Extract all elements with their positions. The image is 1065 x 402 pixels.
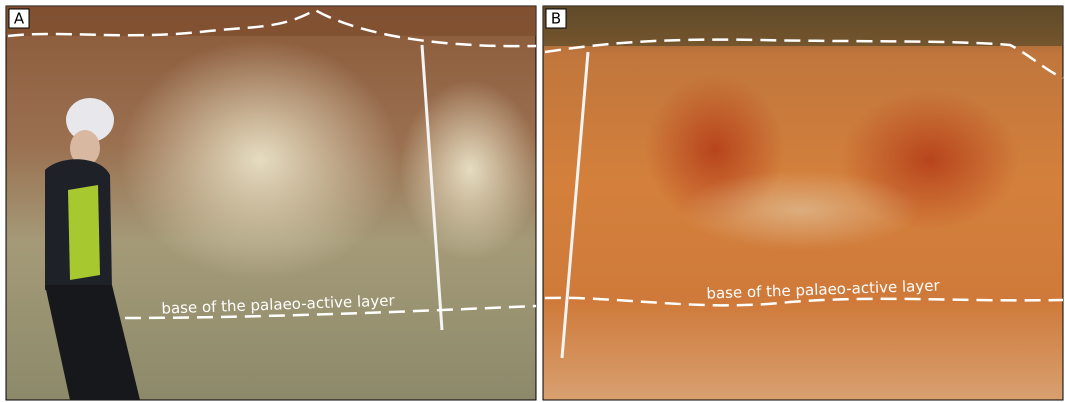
topsoil [6, 6, 536, 36]
measuring-stick [420, 44, 444, 331]
panel-label-box [545, 8, 567, 29]
pale-sediment [400, 80, 540, 260]
measuring-stick [560, 51, 590, 359]
dashed-boundary [7, 8, 537, 48]
pale-sediment [680, 170, 920, 250]
panel-label: B [551, 10, 561, 28]
vegetation [543, 6, 1063, 46]
person [45, 98, 140, 400]
dashed-boundary [544, 296, 1064, 307]
panel-a: A base of the palaeo-active layer [5, 5, 540, 401]
dashed-boundary [124, 304, 537, 320]
panel-b: B base of the palaeo-active layer [542, 5, 1064, 401]
panel-label: A [14, 10, 25, 28]
pale-sediment [120, 40, 400, 280]
dashed-boundary [544, 38, 1064, 80]
panel-label-box [8, 8, 30, 29]
